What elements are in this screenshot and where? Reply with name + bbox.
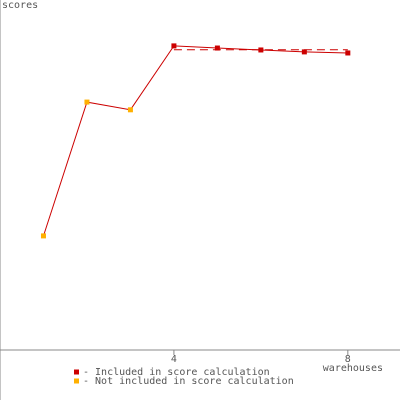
legend-swatch [74, 369, 79, 375]
legend-label: - Included in score calculation [83, 367, 270, 378]
legend-label: - Not included in score calculation [83, 376, 294, 387]
score-line [43, 45, 348, 237]
data-point [214, 45, 220, 51]
data-point [127, 107, 133, 113]
data-point [258, 47, 264, 53]
y-axis-label: scores [2, 0, 38, 11]
data-point [171, 43, 177, 49]
data-point [40, 233, 46, 239]
x-axis-label: warehouses [323, 363, 383, 374]
data-point [345, 50, 351, 56]
data-point [301, 49, 307, 55]
x-tick-label: 8 [345, 354, 351, 365]
x-tick-label: 4 [171, 354, 177, 365]
legend-swatch [74, 378, 79, 384]
data-point [84, 99, 90, 105]
